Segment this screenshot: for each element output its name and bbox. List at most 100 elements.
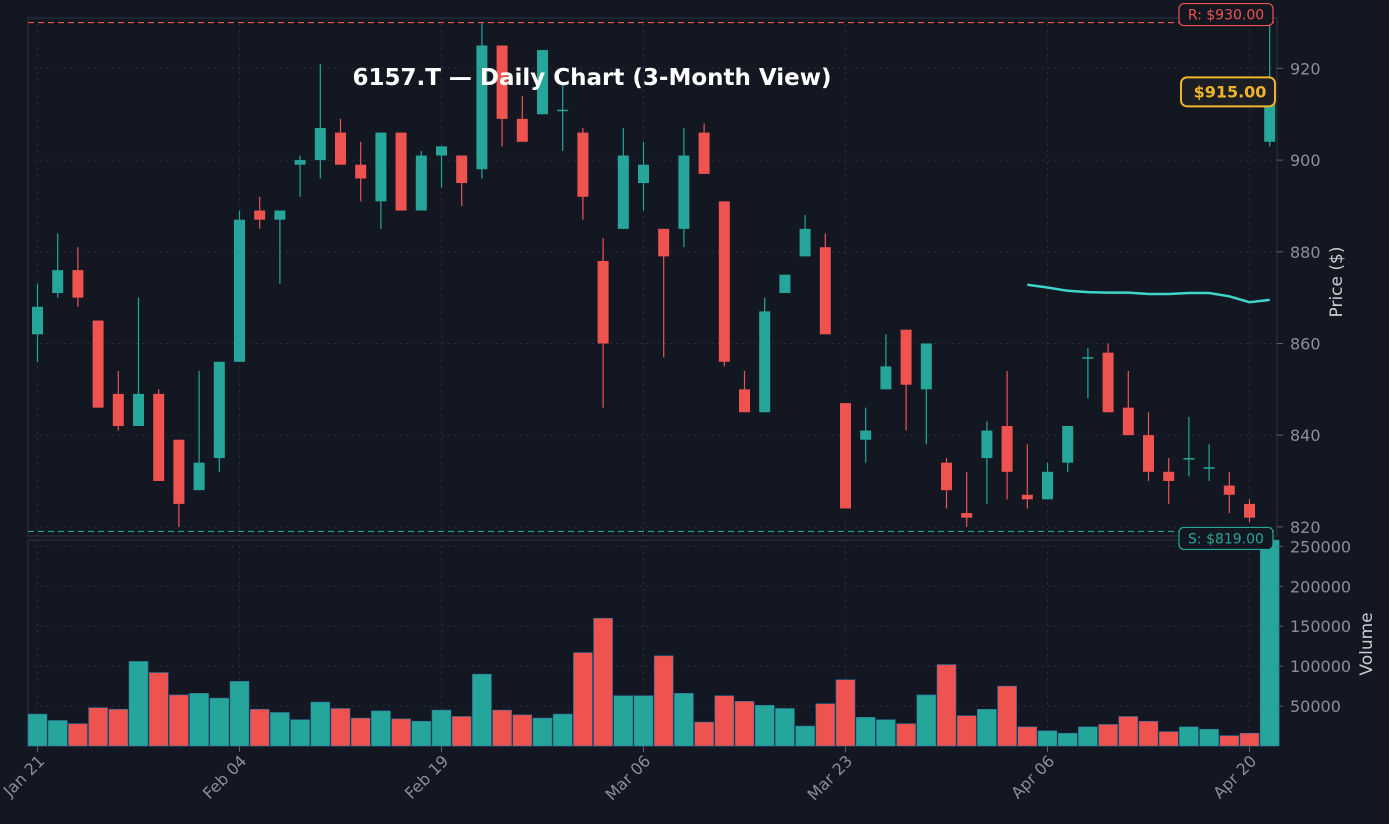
candle-body — [153, 393, 165, 481]
candle-body — [638, 164, 649, 184]
price-tick-label: 900 — [1290, 151, 1321, 170]
candle-body — [1223, 485, 1235, 495]
candle-body — [1244, 503, 1255, 518]
volume-bar — [956, 715, 977, 747]
volume-bar — [371, 710, 391, 747]
volume-bar — [815, 703, 836, 747]
candle-body — [617, 155, 629, 229]
volume-bar — [633, 695, 654, 747]
candle-body — [213, 361, 225, 459]
price-tick-label: 820 — [1290, 518, 1321, 537]
volume-bar — [977, 708, 997, 747]
candle-body — [799, 228, 811, 257]
candle-body — [537, 50, 548, 115]
candle-body — [1062, 425, 1074, 463]
volume-bar — [1017, 726, 1038, 747]
candle-body — [173, 439, 185, 504]
candle-body — [516, 118, 528, 142]
candle-body — [476, 45, 488, 170]
volume-series — [27, 539, 1280, 747]
candle-body — [1264, 91, 1276, 142]
volume-bar — [330, 708, 351, 747]
volume-axis-title: Volume — [1357, 612, 1377, 675]
candle-body — [314, 128, 326, 161]
volume-tick-label: 150000 — [1290, 617, 1351, 636]
candle-body — [193, 462, 205, 491]
price-tick-label: 920 — [1290, 59, 1321, 78]
candle-body — [496, 45, 508, 119]
volume-bar — [27, 713, 48, 747]
volume-bar — [229, 681, 250, 747]
volume-bar — [653, 655, 674, 747]
volume-bar — [613, 695, 634, 747]
volume-bar — [1179, 726, 1199, 747]
candle-body — [557, 109, 569, 112]
volume-bar — [1239, 732, 1260, 747]
volume-bar — [936, 664, 957, 747]
volume-bar — [411, 720, 432, 747]
candlestick-series — [32, 22, 1276, 527]
volume-bar — [209, 697, 230, 747]
candle-body — [759, 311, 771, 413]
volume-bar — [896, 723, 916, 747]
volume-bar — [1037, 730, 1058, 747]
candle-body — [1203, 467, 1215, 469]
candle-body — [1042, 471, 1053, 500]
resistance-label-box — [1178, 2, 1274, 27]
volume-bar — [391, 718, 411, 747]
volume-tick-label: 200000 — [1290, 577, 1351, 596]
candle-body — [395, 132, 407, 211]
volume-bar — [88, 707, 108, 747]
support-label: S: $819.00 — [1188, 531, 1264, 547]
volume-bar — [1057, 732, 1078, 747]
candle-body — [698, 132, 710, 174]
volume-bar — [552, 713, 573, 747]
volume-bar — [997, 685, 1017, 747]
candle-body — [880, 366, 892, 390]
price-axis-title: Price ($) — [1327, 247, 1347, 318]
candle-body — [456, 155, 468, 184]
candle-body — [597, 260, 609, 344]
candle-body — [981, 430, 993, 459]
volume-bar — [472, 673, 492, 747]
candle-body — [920, 343, 932, 390]
candle-body — [840, 403, 851, 509]
resistance-label: R: $930.00 — [1188, 8, 1264, 24]
candle-body — [92, 320, 104, 408]
volume-bar — [1158, 731, 1179, 747]
candle-body — [739, 389, 750, 413]
volume-bar — [1078, 726, 1098, 747]
volume-bar — [1138, 720, 1159, 747]
volume-bar — [734, 700, 755, 747]
candle-body — [436, 146, 447, 156]
candle-body — [1122, 407, 1134, 436]
candle-body — [32, 306, 43, 335]
volume-bar — [492, 709, 512, 747]
volume-bar — [532, 717, 553, 747]
volume-bar — [754, 704, 775, 747]
candle-body — [274, 210, 286, 220]
candle-body — [375, 132, 387, 202]
volume-bar — [835, 679, 856, 747]
volume-bar — [573, 652, 593, 747]
volume-bar — [795, 725, 815, 747]
candle-body — [52, 270, 64, 294]
candle-body — [294, 160, 306, 165]
volume-bar — [876, 719, 896, 747]
volume-bar — [68, 723, 88, 747]
moving-average-series — [1027, 283, 1270, 304]
volume-tick-label: 50000 — [1290, 697, 1341, 716]
volume-bar — [249, 708, 270, 747]
volume-bar — [47, 720, 68, 747]
price-panel-frame — [27, 17, 1278, 537]
volume-bar — [290, 719, 310, 747]
price-tick-label: 840 — [1290, 426, 1321, 445]
candle-body — [658, 228, 670, 257]
candle-body — [415, 155, 427, 211]
volume-bar — [855, 716, 876, 747]
price-tick-label: 860 — [1290, 334, 1321, 353]
candle-body — [254, 210, 266, 220]
volume-bar — [775, 708, 795, 747]
volume-bar — [916, 694, 937, 747]
